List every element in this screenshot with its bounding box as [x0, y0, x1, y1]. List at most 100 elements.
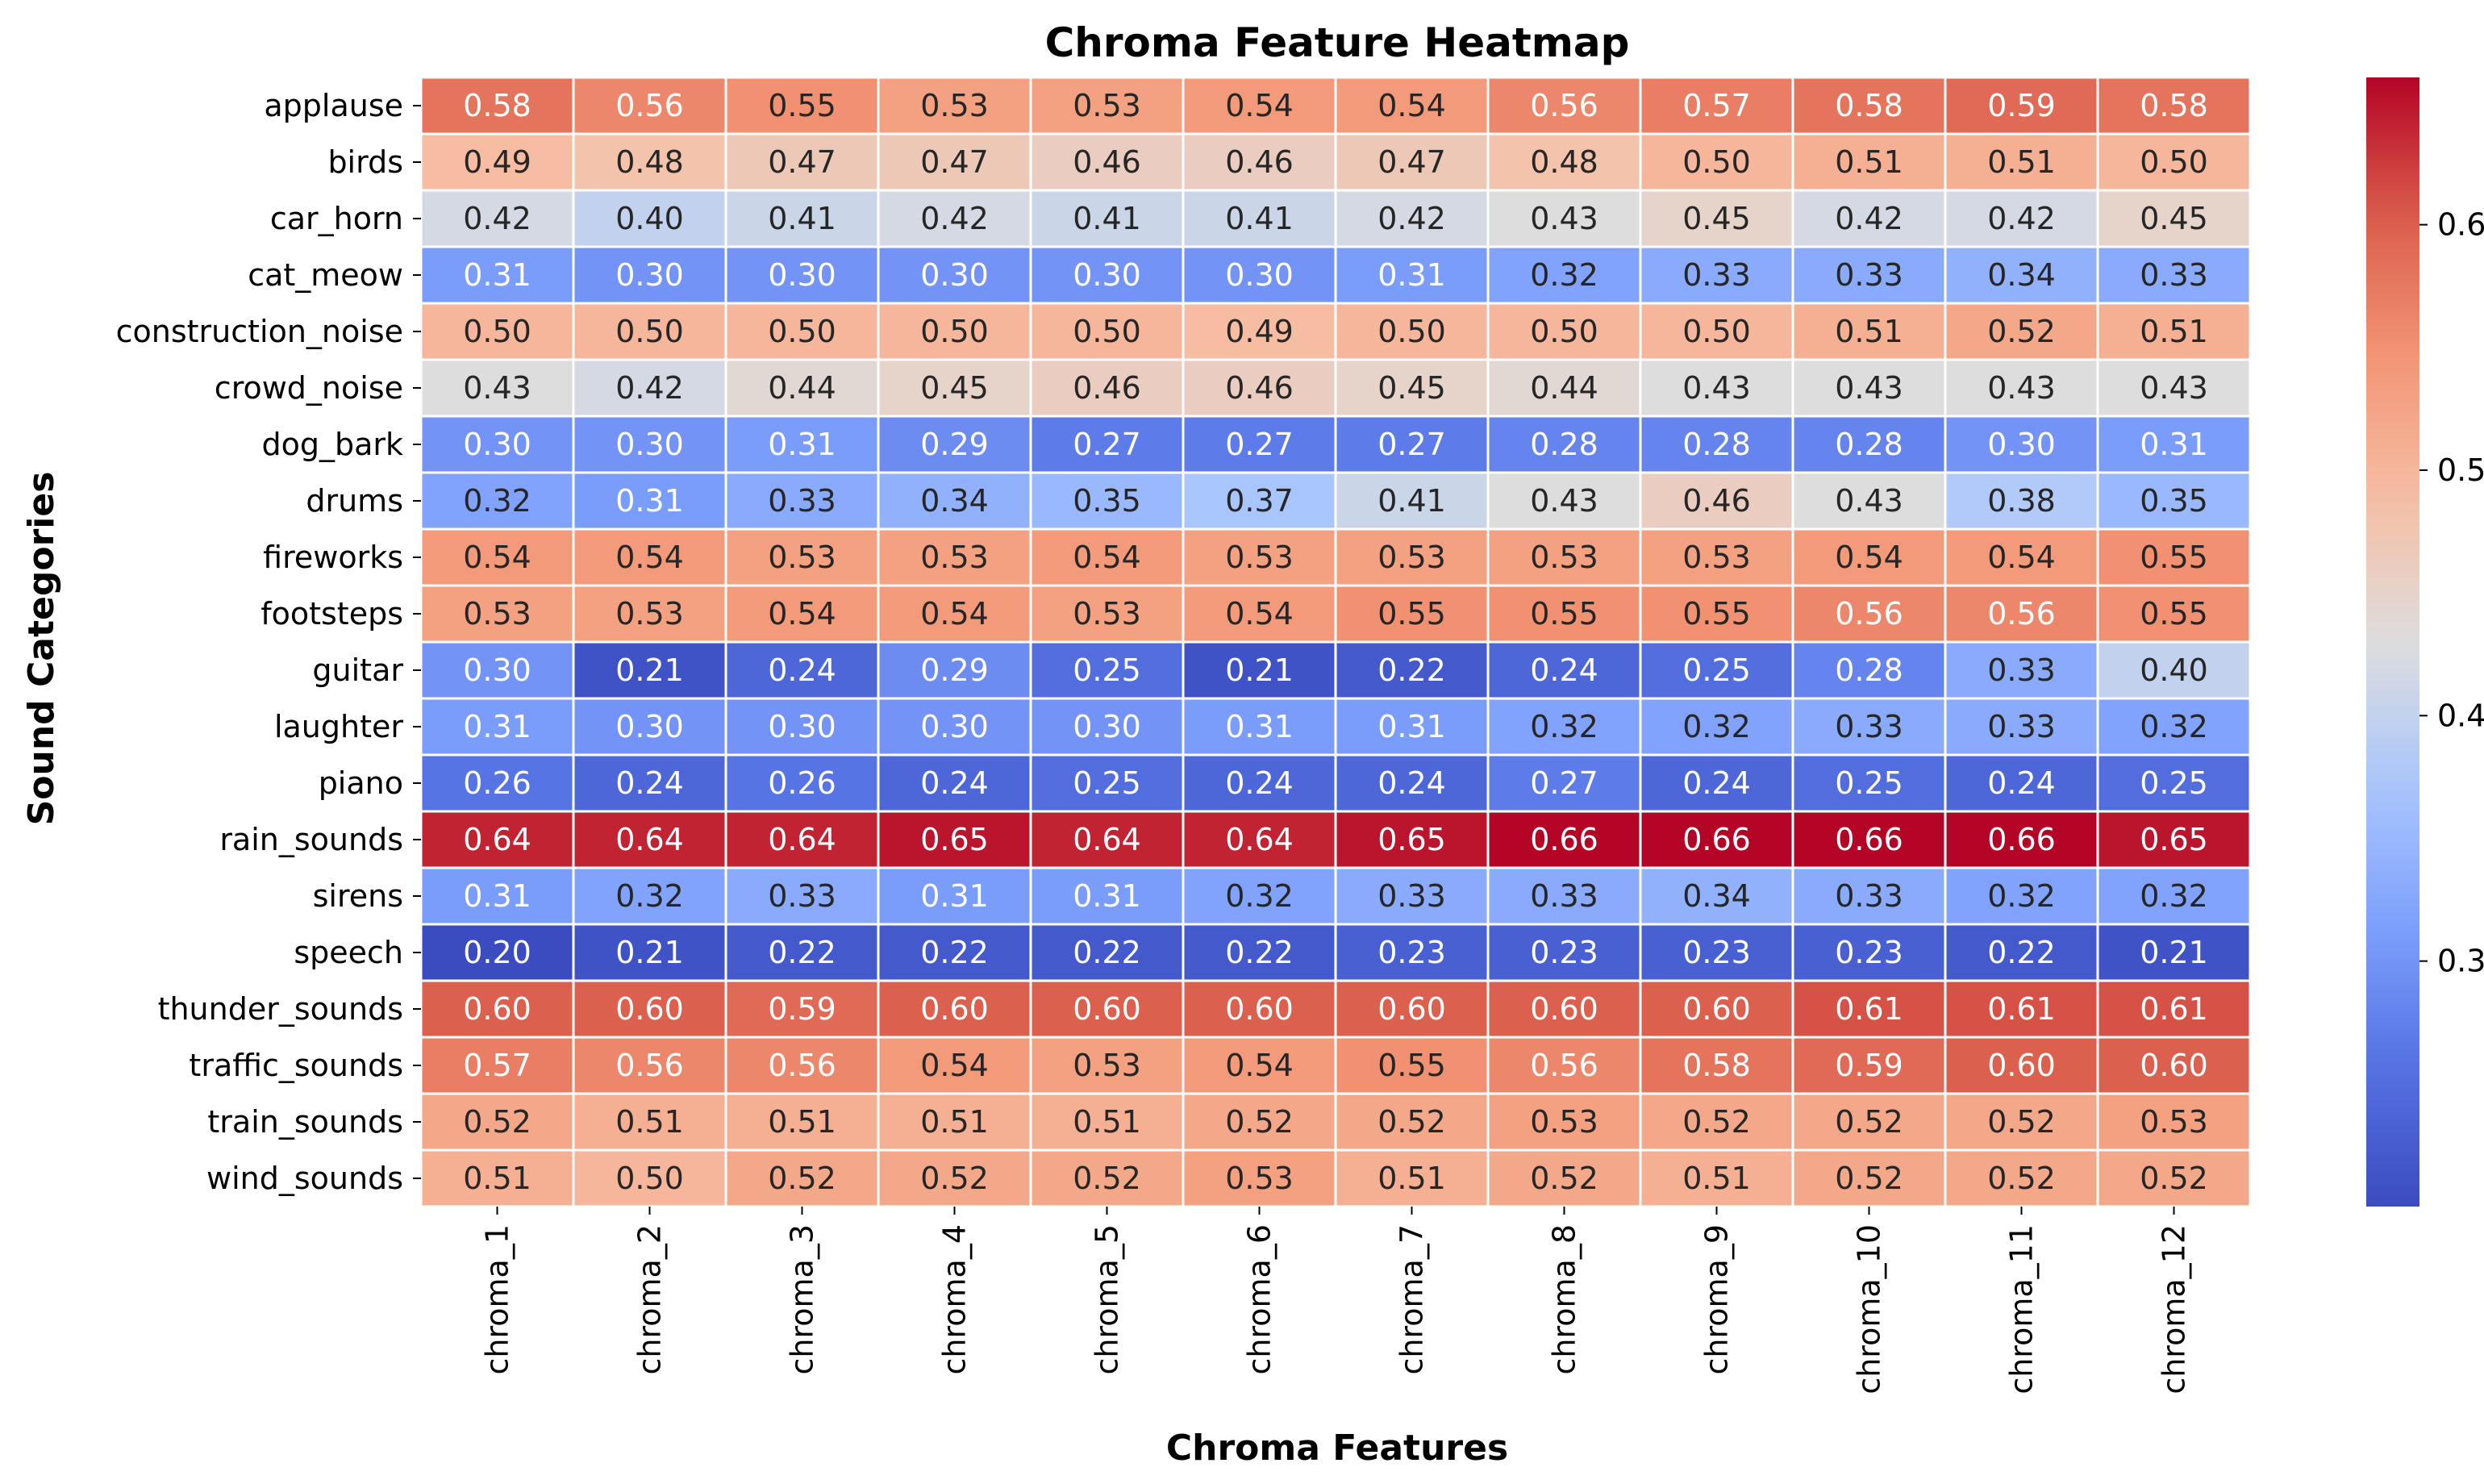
- cell-value-label: 0.45: [920, 370, 989, 406]
- heatmap-cell: [1944, 640, 2099, 700]
- cell-value-label: 0.51: [615, 1104, 684, 1140]
- cell-value-label: 0.60: [2140, 1048, 2208, 1083]
- cell-value-label: 0.52: [1682, 1104, 1751, 1140]
- cell-value-label: 0.60: [1987, 1048, 2056, 1083]
- heatmap-cell: [1334, 471, 1490, 531]
- heatmap-cell: [1029, 189, 1185, 248]
- colorbar-tick-label: 0.6: [2437, 207, 2484, 243]
- cell-value-label: 0.51: [1835, 144, 1903, 180]
- cell-value-label: 0.51: [2140, 314, 2208, 349]
- cell-value-label: 0.25: [1835, 765, 1903, 801]
- y-tick-label: rain_sounds: [219, 822, 403, 857]
- cell-value-label: 0.58: [1835, 88, 1903, 123]
- heatmap-cell: [2096, 415, 2252, 474]
- cell-value-label: 0.47: [1377, 144, 1446, 180]
- cell-value-label: 0.54: [615, 540, 684, 575]
- heatmap-cell: [2096, 245, 2252, 305]
- heatmap-cell: [1334, 640, 1490, 700]
- cell-value-label: 0.30: [615, 427, 684, 462]
- cell-value-label: 0.33: [1835, 709, 1903, 744]
- cell-value-label: 0.23: [1377, 935, 1446, 970]
- heatmap-cell: [419, 979, 575, 1039]
- heatmap-cell: [419, 753, 575, 813]
- heatmap-cell: [2096, 132, 2252, 192]
- cell-value-label: 0.53: [920, 88, 989, 123]
- cell-value-label: 0.65: [1377, 822, 1446, 857]
- heatmap-cell: [1182, 527, 1337, 587]
- y-tick-label: applause: [264, 88, 403, 123]
- cell-value-label: 0.50: [1682, 144, 1751, 180]
- cell-value-label: 0.55: [1377, 1048, 1446, 1083]
- cell-value-label: 0.40: [615, 201, 684, 236]
- heatmap-cell: [572, 923, 727, 982]
- heatmap-cell: [1334, 1148, 1490, 1208]
- heatmap-cell: [2096, 810, 2252, 869]
- y-tick-label: crowd_noise: [215, 370, 403, 406]
- chart-title: Chroma Feature Heatmap: [1045, 19, 1630, 66]
- cell-value-label: 0.43: [1682, 370, 1751, 406]
- cell-value-label: 0.31: [463, 709, 531, 744]
- cell-value-label: 0.41: [1073, 201, 1141, 236]
- heatmap-cell: [1182, 302, 1337, 361]
- heatmap-cell: [2096, 358, 2252, 418]
- cell-value-label: 0.51: [1682, 1161, 1751, 1196]
- cell-value-label: 0.31: [1377, 257, 1446, 293]
- cell-value-label: 0.31: [768, 427, 836, 462]
- heatmap-cell: [1944, 302, 2099, 361]
- heatmap-cell: [2096, 584, 2252, 644]
- cell-value-label: 0.30: [1225, 257, 1294, 293]
- y-tick-label: construction_noise: [116, 314, 403, 349]
- cell-value-label: 0.41: [768, 201, 836, 236]
- heatmap-cell: [2096, 697, 2252, 757]
- cell-value-label: 0.55: [768, 88, 836, 123]
- heatmap-cell: [1486, 527, 1642, 587]
- cell-value-label: 0.60: [1377, 991, 1446, 1027]
- heatmap-cell: [1182, 640, 1337, 700]
- cell-value-label: 0.23: [1682, 935, 1751, 970]
- heatmap-cell: [1334, 189, 1490, 248]
- cell-value-label: 0.57: [463, 1048, 531, 1083]
- cell-value-label: 0.56: [1987, 596, 2056, 632]
- heatmap-cell: [1486, 132, 1642, 192]
- cell-value-label: 0.22: [1987, 935, 2056, 970]
- heatmap-cell: [419, 302, 575, 361]
- cell-value-label: 0.57: [1682, 88, 1751, 123]
- y-tick-label: traffic_sounds: [189, 1048, 403, 1083]
- cell-value-label: 0.53: [1530, 540, 1598, 575]
- x-axis-label: Chroma Features: [1166, 1428, 1508, 1469]
- heatmap-cell: [2096, 1092, 2252, 1152]
- y-tick-label: train_sounds: [207, 1104, 403, 1140]
- colorbar: 0.3 0.4 0.5 0.6: [2366, 77, 2484, 1207]
- heatmap-cell: [1486, 584, 1642, 644]
- cell-value-label: 0.22: [768, 935, 836, 970]
- cell-value-label: 0.26: [768, 765, 836, 801]
- cell-value-label: 0.50: [1682, 314, 1751, 349]
- heatmap-cell: [2096, 527, 2252, 587]
- heatmap-cell: [1486, 923, 1642, 982]
- heatmap-cell: [1944, 866, 2099, 926]
- cell-value-label: 0.25: [2140, 765, 2208, 801]
- cell-value-label: 0.54: [463, 540, 531, 575]
- heatmap-cell: [2096, 923, 2252, 982]
- cell-value-label: 0.44: [768, 370, 836, 406]
- cell-value-label: 0.52: [1073, 1161, 1141, 1196]
- cell-value-label: 0.51: [768, 1104, 836, 1140]
- heatmap-cell: [877, 1148, 1032, 1208]
- heatmap-cell: [572, 640, 727, 700]
- x-tick-label: chroma_10: [1852, 1224, 1887, 1394]
- cell-value-label: 0.53: [1225, 540, 1294, 575]
- cell-value-label: 0.46: [1073, 370, 1141, 406]
- cell-value-label: 0.42: [615, 370, 684, 406]
- heatmap-cell: [1639, 358, 1794, 418]
- cell-value-label: 0.45: [1377, 370, 1446, 406]
- cell-value-label: 0.66: [1987, 822, 2056, 857]
- heatmap-cell: [1182, 1092, 1337, 1152]
- cell-value-label: 0.54: [1377, 88, 1446, 123]
- cell-value-label: 0.31: [1377, 709, 1446, 744]
- cell-value-label: 0.51: [920, 1104, 989, 1140]
- cell-value-label: 0.64: [1073, 822, 1141, 857]
- heatmap-cell: [2096, 866, 2252, 926]
- heatmap-cell: [1944, 697, 2099, 757]
- cell-value-label: 0.43: [1987, 370, 2056, 406]
- heatmap-cell: [1334, 697, 1490, 757]
